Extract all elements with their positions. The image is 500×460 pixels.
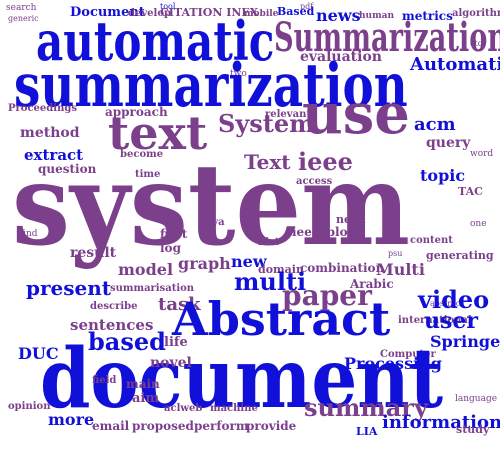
cloud-word-paper: paper bbox=[282, 279, 372, 312]
cloud-word-document: document bbox=[40, 331, 444, 427]
cloud-word-ieee: ieee bbox=[298, 147, 353, 176]
cloud-word-more: more bbox=[48, 410, 95, 429]
cloud-word-extract: extract bbox=[24, 146, 84, 164]
cloud-word-text-small: Text bbox=[244, 150, 291, 174]
cloud-word-access: access bbox=[296, 176, 333, 187]
cloud-word-provide: provide bbox=[246, 419, 297, 433]
cloud-word-field: field bbox=[92, 375, 117, 386]
cloud-word-aim: aim bbox=[132, 391, 160, 406]
cloud-word-novel: novel bbox=[150, 355, 192, 371]
cloud-word-need: need bbox=[336, 213, 366, 226]
cloud-word-log: log bbox=[160, 241, 181, 255]
cloud-word-filler: one bbox=[470, 219, 487, 229]
cloud-word-method: method bbox=[20, 125, 80, 141]
cloud-word-develop: develop bbox=[128, 8, 171, 19]
cloud-word-filler: search bbox=[6, 3, 37, 13]
cloud-word-multi: multi bbox=[234, 267, 307, 296]
cloud-word-machine: machine bbox=[210, 403, 258, 414]
cloud-word-task: task bbox=[158, 294, 201, 315]
cloud-word-tac: TAC bbox=[458, 185, 483, 198]
cloud-word-filler: ctd bbox=[470, 39, 483, 48]
cloud-word-generating: generating bbox=[426, 249, 494, 262]
cloud-word-model: model bbox=[118, 260, 174, 279]
cloud-word-system-small: System bbox=[218, 109, 315, 138]
cloud-word-ieeexplore: ieeexplore bbox=[292, 225, 362, 239]
cloud-word-duc: DUC bbox=[18, 344, 59, 363]
cloud-word-topic: topic bbox=[420, 166, 466, 185]
cloud-word-document-small: Document bbox=[70, 5, 145, 20]
cloud-word-automatic: automatic bbox=[36, 9, 275, 73]
cloud-word-uva: uva bbox=[205, 217, 225, 228]
cloud-word-domain: domain bbox=[258, 263, 304, 276]
cloud-word-information: information bbox=[382, 412, 500, 433]
cloud-word-arabic: Arabic bbox=[350, 277, 394, 291]
cloud-word-result: result bbox=[70, 245, 117, 261]
cloud-word-evaluation: evaluation bbox=[300, 49, 382, 65]
cloud-word-perform: perform bbox=[194, 419, 249, 433]
cloud-word-filler: word bbox=[470, 149, 494, 159]
cloud-word-multi-cap: Multi bbox=[376, 260, 425, 279]
cloud-word-filler: psu bbox=[388, 249, 403, 258]
cloud-word-system: system bbox=[12, 140, 411, 271]
cloud-word-summarisation: summarisation bbox=[110, 283, 195, 294]
cloud-word-springer: Springer bbox=[430, 332, 500, 351]
cloud-word-new: new bbox=[231, 252, 267, 271]
cloud-word-lia: LIA bbox=[356, 425, 378, 438]
cloud-word-algorithm: algorithm bbox=[452, 8, 500, 19]
cloud-word-query: query bbox=[426, 135, 471, 151]
cloud-word-aclweb: aclweb bbox=[164, 403, 203, 414]
cloud-word-filler: tool bbox=[160, 2, 176, 11]
cloud-word-sentences: sentences bbox=[70, 316, 154, 334]
cloud-word-based: based bbox=[88, 327, 166, 356]
cloud-word-processing: Processing bbox=[344, 354, 442, 373]
cloud-word-nist: nist bbox=[258, 237, 280, 248]
cloud-word-filler: pdf bbox=[300, 2, 314, 11]
cloud-word-use: use bbox=[302, 81, 410, 147]
cloud-word-question: question bbox=[38, 162, 97, 176]
cloud-word-filler: language bbox=[455, 394, 498, 404]
cloud-word-automatic-small: Automatic bbox=[410, 54, 500, 75]
cloud-word-based-cap: Based bbox=[277, 5, 315, 18]
cloud-word-video: video bbox=[418, 285, 490, 314]
cloud-word-content: content bbox=[410, 235, 453, 246]
cloud-word-summarization-mid: Summarization bbox=[274, 14, 500, 61]
cloud-word-proposed: proposed bbox=[132, 419, 194, 433]
cloud-word-summary: summary bbox=[304, 393, 428, 422]
cloud-word-email: email bbox=[92, 419, 130, 433]
cloud-word-abstract: Abstract bbox=[172, 292, 391, 346]
cloud-word-life: life bbox=[164, 335, 188, 350]
cloud-word-opinion: opinion bbox=[8, 401, 51, 412]
cloud-word-filler: abstract bbox=[430, 299, 464, 308]
cloud-word-approach: approach bbox=[105, 105, 168, 119]
cloud-word-international: international bbox=[398, 315, 472, 326]
cloud-word-time: time bbox=[135, 169, 161, 180]
cloud-word-news: news bbox=[316, 6, 361, 25]
cloud-word-become: become bbox=[120, 149, 164, 160]
cloud-word-describe: describe bbox=[90, 301, 138, 312]
cloud-word-acm: acm bbox=[414, 114, 456, 135]
cloud-word-text: text bbox=[108, 106, 208, 160]
cloud-word-filler: generic bbox=[8, 14, 39, 23]
cloud-word-proceedings: Proceedings bbox=[8, 103, 77, 114]
cloud-word-study: study bbox=[456, 423, 490, 436]
cloud-word-filler: find bbox=[20, 229, 38, 239]
cloud-word-combination: combination bbox=[300, 261, 385, 275]
cloud-word-graph: graph bbox=[178, 254, 231, 273]
cloud-word-metrics: metrics bbox=[402, 9, 453, 23]
cloud-word-relevant: relevant bbox=[265, 109, 311, 120]
cloud-word-main: main bbox=[126, 377, 160, 391]
cloud-word-present: present bbox=[26, 276, 112, 300]
cloud-word-computer: Computer bbox=[380, 349, 436, 360]
cloud-word-citation-inex: CITATION INEX bbox=[160, 6, 259, 19]
cloud-word-filler: two bbox=[230, 69, 247, 79]
cloud-word-first: first bbox=[160, 227, 188, 241]
cloud-word-human: human bbox=[359, 11, 394, 21]
cloud-word-user: user bbox=[424, 308, 478, 334]
cloud-word-summarization: summarization bbox=[14, 51, 408, 121]
cloud-word-mobile: mobile bbox=[244, 9, 279, 19]
